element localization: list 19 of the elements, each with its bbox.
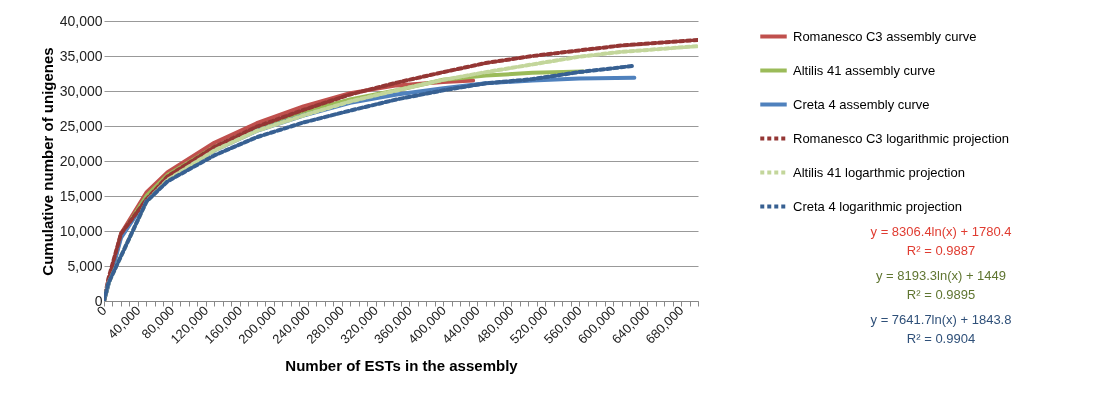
y-tick-label: 10,000: [59, 222, 103, 239]
y-tick-label: 25,000: [59, 117, 103, 134]
text: y = 8193.3ln(x) + 1449 R² = 0.9895: [875, 268, 1007, 302]
legend-label: Romanesco C3 logarithmic projection: [793, 130, 1010, 146]
x-axis-title: Number of ESTs in the assembly: [285, 356, 519, 374]
text: y = 7641.7ln(x) + 1843.8 R² = 0.9904: [870, 312, 1012, 346]
y-tick-label: 40,000: [59, 12, 103, 29]
y-tick-label: 5,000: [67, 257, 103, 274]
legend-label: Romanesco C3 assembly curve: [793, 28, 977, 44]
legend-label: Creta 4 logarithmic projection: [793, 198, 963, 214]
y-tick-label: 15,000: [59, 187, 103, 204]
legend-label: Altilis 41 assembly curve: [793, 62, 936, 78]
legend-label: Creta 4 assembly curve: [793, 96, 930, 112]
y-tick-label: 30,000: [59, 82, 103, 99]
y-axis-title: Cumulative number of unigenes: [38, 47, 56, 276]
legend-label: Altilis 41 logarthmic projection: [793, 164, 965, 180]
y-tick-label: 35,000: [59, 47, 103, 64]
text: y = 8306.4ln(x) + 1780.4 R² = 0.9887: [870, 224, 1012, 258]
y-tick-label: 20,000: [59, 152, 103, 169]
